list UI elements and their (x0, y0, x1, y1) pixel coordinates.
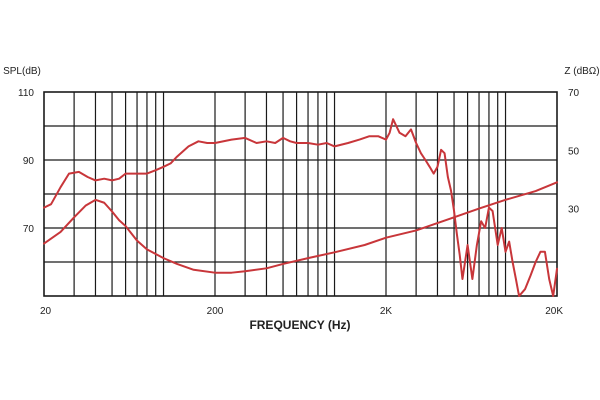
y-tick-label-left: 90 (23, 156, 35, 167)
x-tick-label: 20 (40, 306, 52, 317)
chart-grid (43, 91, 558, 297)
y-axis-right-title: Z (dBΩ) (564, 66, 599, 77)
y-tick-label-left: 110 (18, 88, 34, 99)
spl-curve (43, 118, 558, 297)
chart-curves (43, 118, 558, 297)
chart-tick-labels: 20 200 2K 20K 110 90 70 70 50 30 (18, 88, 580, 317)
x-axis-title: FREQUENCY (Hz) (249, 318, 350, 332)
x-tick-label: 200 (207, 306, 224, 317)
y-axis-left-title: SPL(dB) (3, 66, 41, 77)
y-tick-label-right: 50 (568, 146, 580, 157)
x-tick-label: 2K (380, 306, 393, 317)
y-tick-label-right: 70 (568, 88, 580, 99)
y-tick-label-right: 30 (568, 205, 580, 216)
x-tick-label: 20K (545, 306, 563, 317)
y-tick-label-left: 70 (23, 224, 35, 235)
impedance-curve (43, 181, 558, 274)
